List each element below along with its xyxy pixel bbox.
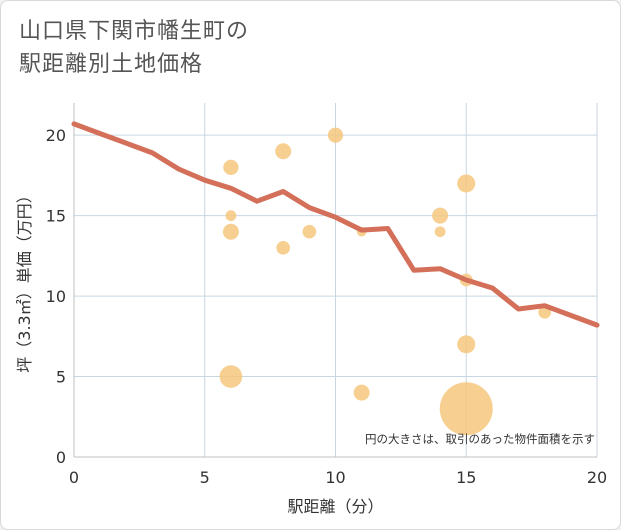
- y-tick-label: 5: [56, 368, 66, 387]
- bubble-point: [225, 210, 237, 222]
- bubble-point: [434, 226, 446, 238]
- trend-line: [71, 121, 600, 328]
- chart-title: 山口県下関市幡生町の 駅距離別土地価格: [19, 15, 249, 81]
- x-axis-label: 駅距離（分）: [287, 497, 383, 516]
- y-tick-label: 20: [46, 126, 66, 145]
- bubble-point: [439, 382, 493, 436]
- y-axis-label: 坪（3.3㎡）単価（万円）: [15, 187, 34, 372]
- x-tick-label: 10: [325, 468, 345, 487]
- title-line2: 駅距離別土地価格: [19, 52, 204, 77]
- y-tick-label: 15: [46, 207, 66, 226]
- bubbles: [219, 127, 552, 436]
- y-tick-label: 10: [46, 287, 66, 306]
- bubble-point: [457, 174, 476, 193]
- x-tick-label: 0: [69, 468, 79, 487]
- bubble-point: [327, 127, 344, 143]
- bubble-point: [275, 143, 292, 160]
- bubble-point: [353, 384, 370, 401]
- y-tick-label: 0: [56, 448, 66, 467]
- grid: [73, 103, 598, 458]
- bubble-point: [457, 335, 476, 354]
- bubble-point: [432, 207, 449, 224]
- bubble-point: [222, 223, 239, 240]
- bubble-point: [223, 159, 239, 175]
- ticks: 0 5 10 15 20 0 5 10 15 20: [46, 126, 608, 487]
- x-tick-label: 15: [456, 468, 476, 487]
- bubble-point: [219, 365, 243, 388]
- bubble-size-note: 円の大きさは、取引のあった物件面積を示す: [365, 432, 595, 446]
- title-line1: 山口県下関市幡生町の: [19, 19, 250, 44]
- bubble-point: [302, 224, 317, 239]
- bubble-point: [276, 241, 291, 255]
- x-tick-label: 20: [587, 468, 607, 487]
- x-tick-label: 5: [200, 468, 210, 487]
